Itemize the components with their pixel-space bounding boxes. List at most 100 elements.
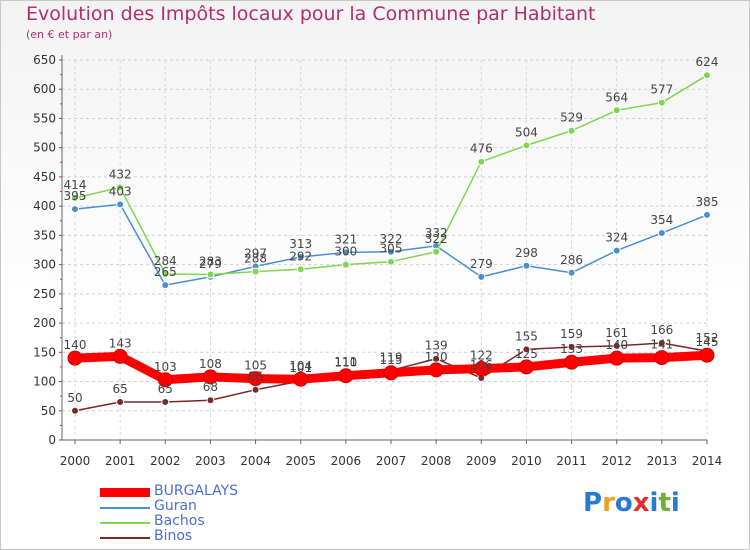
x-tick-label: 2005 — [285, 454, 316, 468]
data-label-burgalays: 125 — [515, 347, 538, 361]
x-tick-label: 2007 — [376, 454, 407, 468]
data-label-guran: 286 — [560, 253, 583, 267]
data-point-guran — [387, 247, 395, 256]
logo-letter: r — [602, 488, 615, 518]
data-label-burgalays: 115 — [380, 353, 403, 367]
data-label-burgalays: 103 — [154, 360, 177, 374]
data-point-binos — [657, 338, 666, 347]
data-point-guran — [116, 200, 125, 209]
x-tick-label: 2010 — [511, 454, 542, 468]
data-label-binos: 166 — [650, 323, 673, 337]
data-label-binos: 139 — [425, 339, 448, 353]
data-point-burgalays — [112, 348, 128, 364]
x-tick-label: 2009 — [466, 454, 497, 468]
data-label-binos: 101 — [289, 361, 312, 375]
data-point-binos — [116, 398, 125, 406]
data-label-guran: 279 — [470, 257, 493, 271]
y-tick-label: 550 — [33, 111, 56, 125]
data-label-guran: 265 — [154, 265, 177, 279]
data-label-binos: 152 — [696, 331, 719, 345]
x-tick-label: 2001 — [105, 454, 136, 468]
data-point-bachos — [296, 265, 305, 274]
data-point-binos — [161, 398, 170, 406]
data-label-bachos: 288 — [244, 252, 267, 266]
y-tick-label: 100 — [33, 375, 56, 389]
legend-label-bachos: Bachos — [154, 513, 205, 529]
x-tick-label: 2004 — [240, 454, 271, 468]
data-point-burgalays — [67, 350, 83, 366]
y-tick-label: 0 — [48, 433, 56, 447]
data-label-burgalays: 105 — [244, 359, 267, 373]
data-point-bachos — [161, 269, 170, 278]
data-label-guran: 354 — [650, 213, 673, 227]
data-point-burgalays — [157, 372, 173, 388]
proxiti-logo: Proxiti — [583, 488, 680, 518]
data-label-bachos: 564 — [605, 90, 628, 104]
data-label-bachos: 292 — [289, 249, 312, 263]
data-point-burgalays — [248, 371, 264, 387]
data-label-bachos: 476 — [470, 142, 493, 156]
data-point-bachos — [116, 183, 125, 192]
data-label-binos: 68 — [203, 380, 218, 394]
data-point-guran — [161, 281, 170, 290]
data-point-binos — [432, 354, 441, 363]
data-point-guran — [567, 268, 576, 277]
data-label-guran: 385 — [696, 195, 719, 209]
x-tick-label: 2000 — [60, 454, 91, 468]
x-tick-label: 2003 — [195, 454, 226, 468]
x-tick-label: 2013 — [647, 454, 678, 468]
data-label-burgalays: 140 — [64, 338, 87, 352]
data-label-binos: 159 — [560, 327, 583, 341]
legend-swatch-bachos — [100, 522, 150, 524]
legend-label-binos: Binos — [154, 528, 193, 544]
data-point-bachos — [341, 260, 350, 269]
data-point-burgalays — [699, 347, 715, 363]
data-point-bachos — [206, 270, 215, 279]
data-point-binos — [522, 345, 531, 354]
data-label-binos: 65 — [113, 382, 128, 396]
data-point-burgalays — [518, 359, 534, 375]
data-label-guran: 298 — [515, 246, 538, 260]
data-point-bachos — [657, 98, 666, 107]
data-label-burgalays: 145 — [696, 335, 719, 349]
data-label-guran: 297 — [244, 246, 267, 260]
data-point-guran — [703, 210, 711, 219]
data-label-burgalays: 143 — [109, 336, 132, 350]
y-tick-label: 300 — [33, 258, 56, 272]
data-point-burgalays — [428, 362, 444, 378]
data-label-burgalays: 141 — [650, 338, 673, 352]
data-point-burgalays — [564, 354, 580, 370]
data-point-burgalays — [293, 371, 309, 387]
x-tick-label: 2008 — [421, 454, 452, 468]
logo-letter: i — [649, 488, 659, 518]
data-point-guran — [341, 248, 350, 257]
data-label-binos: 106 — [470, 358, 493, 372]
data-point-bachos — [387, 257, 395, 266]
y-tick-label: 250 — [33, 287, 56, 301]
x-tick-label: 2012 — [601, 454, 632, 468]
logo-letter: P — [583, 488, 603, 518]
data-label-guran: 313 — [289, 237, 312, 251]
x-tick-label: 2002 — [150, 454, 181, 468]
logo-letter: o — [614, 488, 633, 518]
data-point-burgalays — [338, 368, 354, 384]
data-point-bachos — [432, 247, 441, 256]
data-label-bachos: 322 — [425, 232, 448, 246]
y-tick-label: 600 — [33, 82, 56, 96]
data-label-bachos: 300 — [334, 245, 357, 259]
legend-swatch-guran — [100, 507, 150, 509]
logo-letter: i — [670, 488, 680, 518]
data-label-binos: 119 — [380, 350, 403, 364]
legend-swatch-binos — [100, 537, 150, 539]
data-point-bachos — [703, 71, 711, 80]
data-point-burgalays — [202, 369, 218, 385]
data-label-burgalays: 120 — [425, 350, 448, 364]
data-label-bachos: 504 — [515, 125, 538, 139]
y-tick-label: 200 — [33, 316, 56, 330]
legend-label-burgalays: BURGALAYS — [154, 483, 239, 499]
data-label-burgalays: 104 — [289, 359, 312, 373]
data-label-burgalays: 122 — [470, 349, 493, 363]
data-label-burgalays: 110 — [334, 356, 357, 370]
